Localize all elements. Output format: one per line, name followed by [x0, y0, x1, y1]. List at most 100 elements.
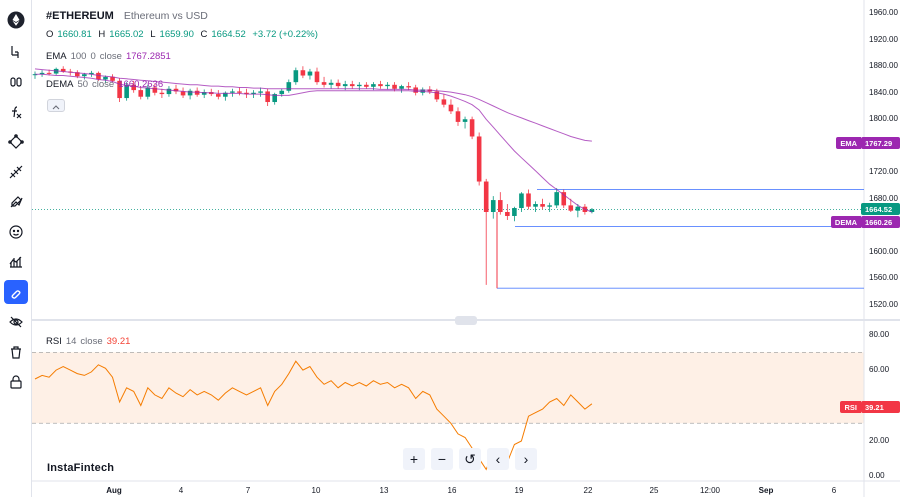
candle-body[interactable] — [279, 90, 285, 95]
candle-body[interactable] — [272, 94, 277, 103]
candle-body[interactable] — [307, 71, 313, 76]
candle-body[interactable] — [399, 86, 404, 89]
candle-body[interactable] — [371, 84, 376, 87]
pattern-icon[interactable] — [4, 130, 28, 154]
candle-body[interactable] — [364, 84, 369, 87]
candle-body[interactable] — [103, 76, 108, 80]
candle-body[interactable] — [483, 181, 489, 212]
candle-body[interactable] — [462, 119, 468, 122]
candle-body[interactable] — [349, 84, 355, 87]
ohlc-open-label: O — [46, 29, 54, 40]
candle-body[interactable] — [519, 193, 524, 209]
zoom-in-button[interactable]: + — [403, 448, 425, 470]
candle-body[interactable] — [46, 72, 52, 74]
candle-body[interactable] — [314, 71, 320, 83]
candle-body[interactable] — [75, 72, 80, 77]
candle-body[interactable] — [490, 200, 496, 212]
ema-source: close — [99, 51, 122, 62]
candle-body[interactable] — [159, 92, 165, 95]
candle-body[interactable] — [328, 82, 334, 85]
collapse-legend-button[interactable] — [47, 99, 65, 112]
candle-body[interactable] — [173, 88, 179, 92]
candle-body[interactable] — [223, 92, 228, 97]
candle-body[interactable] — [568, 205, 574, 211]
ema-legend[interactable]: EMA 100 0 close 1767.2851 — [46, 51, 175, 62]
text-icon[interactable] — [4, 190, 28, 214]
magnet-icon[interactable] — [4, 280, 28, 304]
candle-body[interactable] — [251, 92, 256, 95]
scroll-left-button[interactable]: ‹ — [487, 448, 509, 470]
candle-body[interactable] — [357, 84, 362, 87]
candle-body[interactable] — [230, 91, 235, 93]
candle-body[interactable] — [265, 91, 270, 103]
candle-body[interactable] — [476, 136, 482, 182]
candle-body[interactable] — [258, 91, 263, 93]
dema-legend[interactable]: DEMA 50 close 1660.2636 — [46, 79, 167, 90]
measure-icon[interactable] — [4, 250, 28, 274]
rsi-legend[interactable]: RSI 14 close 39.21 — [46, 336, 134, 347]
lock-icon[interactable] — [4, 370, 28, 394]
candle-body[interactable] — [166, 88, 172, 95]
candle-body[interactable] — [201, 92, 207, 95]
brush-icon[interactable] — [4, 160, 28, 184]
candle-body[interactable] — [180, 91, 186, 96]
candle-body[interactable] — [526, 193, 531, 207]
candle-body[interactable] — [321, 82, 327, 85]
candle-body[interactable] — [152, 87, 158, 93]
candle-body[interactable] — [589, 209, 595, 212]
candle-body[interactable] — [145, 87, 151, 97]
candle-body[interactable] — [293, 70, 299, 83]
candle-body[interactable] — [60, 68, 66, 72]
candle-body[interactable] — [533, 204, 538, 207]
candle-body[interactable] — [187, 90, 193, 96]
candle-body[interactable] — [138, 90, 144, 97]
candle-body[interactable] — [406, 86, 411, 88]
candle-body[interactable] — [124, 84, 129, 99]
candle-body[interactable] — [469, 119, 475, 137]
candle-body[interactable] — [194, 90, 200, 95]
candle-body[interactable] — [342, 84, 348, 87]
eye-off-icon[interactable] — [4, 310, 28, 334]
candle-body[interactable] — [96, 72, 101, 80]
candle-body[interactable] — [216, 94, 221, 97]
candle-body[interactable] — [575, 206, 581, 211]
candle-body[interactable] — [455, 111, 461, 122]
candle-body[interactable] — [392, 84, 397, 89]
candle-body[interactable] — [244, 92, 249, 95]
candle-body[interactable] — [131, 84, 136, 91]
candle-body[interactable] — [505, 212, 510, 216]
candle-body[interactable] — [441, 99, 447, 105]
candle-body[interactable] — [561, 192, 567, 206]
candle-body[interactable] — [300, 70, 306, 76]
scroll-right-button[interactable]: › — [515, 448, 537, 470]
candle-body[interactable] — [554, 192, 559, 206]
candle-body[interactable] — [237, 91, 242, 93]
symbol-name[interactable]: #ETHEREUM — [46, 10, 114, 22]
candle-body[interactable] — [89, 72, 94, 75]
cursor-icon[interactable] — [4, 40, 28, 64]
candle-body[interactable] — [434, 91, 440, 100]
trash-icon[interactable] — [4, 340, 28, 364]
chart-canvas[interactable] — [32, 0, 900, 497]
time-tick-label: 19 — [514, 486, 524, 495]
candle-body[interactable] — [547, 205, 552, 207]
trend-line-icon[interactable] — [4, 70, 28, 94]
candle-body[interactable] — [385, 84, 390, 87]
candle-body[interactable] — [117, 80, 122, 99]
reset-view-button[interactable]: ↺ — [459, 448, 481, 470]
candle-body[interactable] — [512, 208, 517, 216]
candle-body[interactable] — [498, 200, 503, 212]
candle-body[interactable] — [286, 82, 292, 91]
candle-body[interactable] — [39, 72, 45, 75]
candle-body[interactable] — [378, 84, 383, 87]
candle-body[interactable] — [82, 74, 87, 77]
fib-icon[interactable] — [4, 100, 28, 124]
pane-resize-handle[interactable] — [455, 316, 477, 325]
zoom-out-button[interactable]: − — [431, 448, 453, 470]
candle-body[interactable] — [335, 82, 341, 87]
candle-body[interactable] — [448, 104, 454, 112]
candle-body[interactable] — [110, 76, 115, 81]
candle-body[interactable] — [540, 204, 545, 207]
chart-area[interactable]: #ETHEREUM Ethereum vs USD O 1660.81 H 1665.… — [32, 0, 900, 497]
emoji-icon[interactable] — [4, 220, 28, 244]
